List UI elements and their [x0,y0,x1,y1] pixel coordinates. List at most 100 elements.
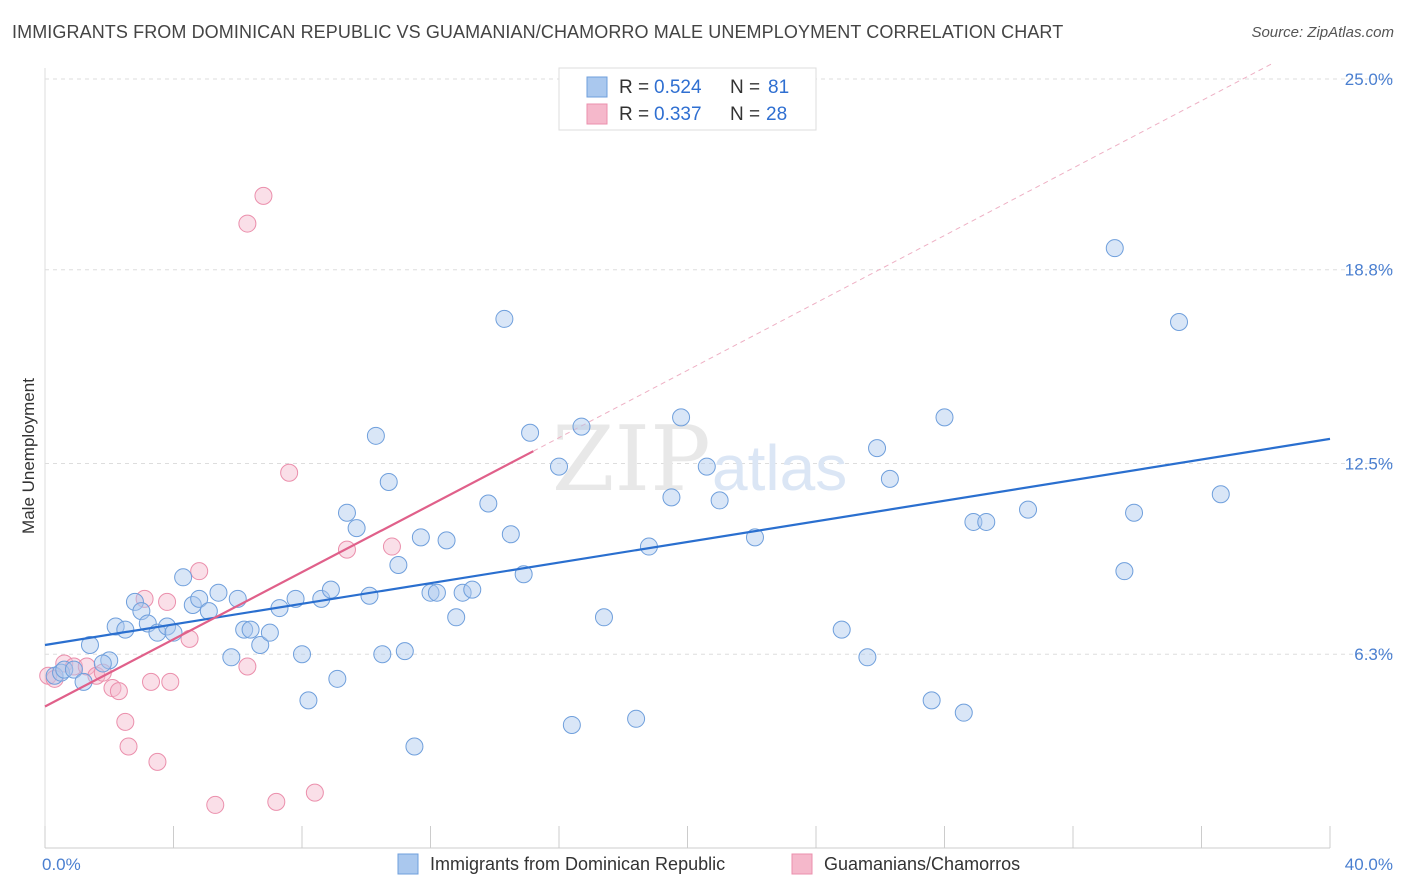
dominican-point [1019,500,1038,519]
series-dominican-points [44,239,1331,756]
dominican-point [74,672,93,691]
dominican-point [379,472,398,491]
watermark-zip: ZIP [552,407,711,512]
legend-n-label-1: N = [730,77,760,98]
x-tick-label-min: 0.0% [42,855,81,874]
dominican-point [710,491,729,510]
guamanian-point [305,783,324,802]
y-tick-labels: 6.3% 12.5% 18.8% 25.0% [1345,70,1393,664]
guamanian-point [382,537,401,556]
pink-trend-extension [533,63,1273,452]
dominican-point [437,531,456,550]
dominican-point [251,635,270,654]
legend-n-value-1: 81 [768,77,789,98]
dominican-point [550,457,568,476]
dominican-point [64,660,83,679]
bottom-legend-label-2: Guamanians/Chamorros [824,854,1020,874]
dominican-point [190,589,209,608]
legend-n-label-2: N = [730,104,760,125]
dominican-point [337,503,356,522]
legend-swatch-pink [586,103,608,125]
dominican-point [293,645,311,664]
guamanian-point [116,712,135,731]
chart-title: IMMIGRANTS FROM DOMINICAN REPUBLIC VS GU… [12,22,1064,42]
watermark: ZIP atlas [552,407,847,512]
trend-lines [533,63,1273,452]
bottom-legend-label-1: Immigrants from Dominican Republic [430,854,725,874]
legend-r-label-2: R = [619,104,649,125]
dominican-point [389,556,408,575]
dominican-point [594,608,613,627]
dominican-point [235,620,254,639]
guamanian-point [190,562,209,581]
dominican-point [125,592,144,611]
guamanian-point [161,672,180,691]
dominican-point [321,580,340,599]
dominican-point [627,709,646,728]
y-tick-label: 18.8% [1345,261,1393,280]
bottom-legend: Immigrants from Dominican Republic Guama… [397,853,1020,875]
legend-n-value-2: 28 [766,104,787,125]
dominican-point [572,417,591,436]
guamanian-point [238,214,257,233]
dominican-point [447,608,466,627]
legend: R = 0.524 N = 81 R = 0.337 N = 28 [558,67,817,131]
dominican-point [395,642,414,661]
legend-r-value-2: 0.337 [654,104,702,125]
dominican-point [562,715,581,734]
x-tick-label-max: 40.0% [1345,855,1393,874]
dominican-point [521,423,540,442]
dominican-point [453,583,472,602]
dominican-point [209,583,228,602]
legend-swatch-blue [586,76,608,98]
guamanian-point [238,657,257,676]
dominican-point [1105,239,1124,258]
dominican-point [427,583,446,602]
dominican-point [80,635,99,654]
dominican-point [1125,503,1144,522]
legend-r-label-1: R = [619,77,649,98]
y-axis-title: Male Unemployment [19,378,38,534]
guamanian-point [206,795,225,814]
dominican-point [745,528,764,547]
dominican-point [260,623,279,642]
series-guamanian-points [39,186,401,814]
dominican-point [463,580,482,599]
guamanian-point [254,186,273,205]
dominican-point [116,620,135,639]
dominican-point [832,620,851,639]
dominican-point [241,620,260,639]
guamanian-point [148,752,167,771]
dominican-point [347,519,366,538]
dominican-point [662,488,681,507]
dominican-point [954,703,973,722]
dominican-point [299,691,318,710]
pink-trend-line [44,450,534,708]
dominican-point [328,669,347,688]
dominican-point [672,408,691,427]
watermark-atlas: atlas [712,432,847,504]
dominican-point [697,457,716,476]
dominican-point [1211,485,1230,504]
dominican-point [360,586,379,605]
guamanian-point [119,737,138,756]
dominican-point [106,617,125,636]
dominican-point [495,309,514,328]
dominican-point [868,439,887,458]
dominican-point [1115,562,1134,581]
dominican-point [373,645,392,664]
dominican-point [501,525,520,544]
dominican-point [222,648,241,667]
guamanian-point [267,792,286,811]
dominican-point [93,654,112,673]
dominican-point [858,648,877,667]
dominican-point [479,494,498,513]
dominican-point [174,568,193,587]
legend-r-value-1: 0.524 [654,77,702,98]
blue-trend-line [44,437,1331,647]
dominican-point [1170,313,1189,332]
guamanian-point [280,463,299,482]
dominican-point [977,512,996,531]
dominican-point [964,512,983,531]
